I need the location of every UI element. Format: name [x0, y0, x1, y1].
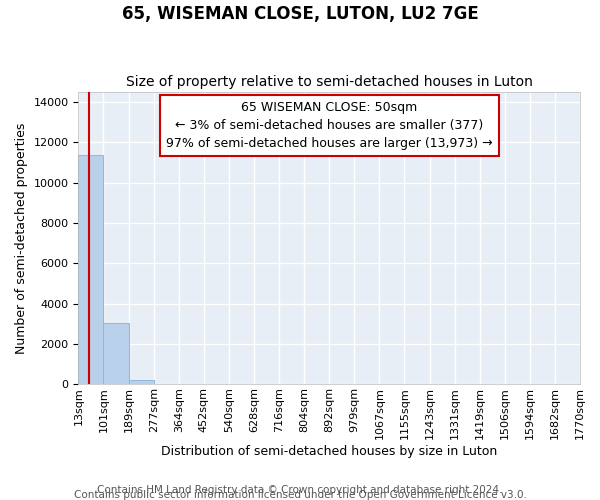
- Y-axis label: Number of semi-detached properties: Number of semi-detached properties: [15, 122, 28, 354]
- Title: Size of property relative to semi-detached houses in Luton: Size of property relative to semi-detach…: [126, 76, 533, 90]
- Text: Contains HM Land Registry data © Crown copyright and database right 2024.: Contains HM Land Registry data © Crown c…: [97, 485, 503, 495]
- Bar: [128, 380, 154, 384]
- Text: 65 WISEMAN CLOSE: 50sqm
← 3% of semi-detached houses are smaller (377)
97% of se: 65 WISEMAN CLOSE: 50sqm ← 3% of semi-det…: [166, 101, 493, 150]
- Text: 65, WISEMAN CLOSE, LUTON, LU2 7GE: 65, WISEMAN CLOSE, LUTON, LU2 7GE: [122, 5, 478, 23]
- X-axis label: Distribution of semi-detached houses by size in Luton: Distribution of semi-detached houses by …: [161, 444, 497, 458]
- Text: Contains public sector information licensed under the Open Government Licence v3: Contains public sector information licen…: [74, 490, 526, 500]
- Bar: [103, 322, 128, 384]
- Bar: [79, 154, 103, 384]
